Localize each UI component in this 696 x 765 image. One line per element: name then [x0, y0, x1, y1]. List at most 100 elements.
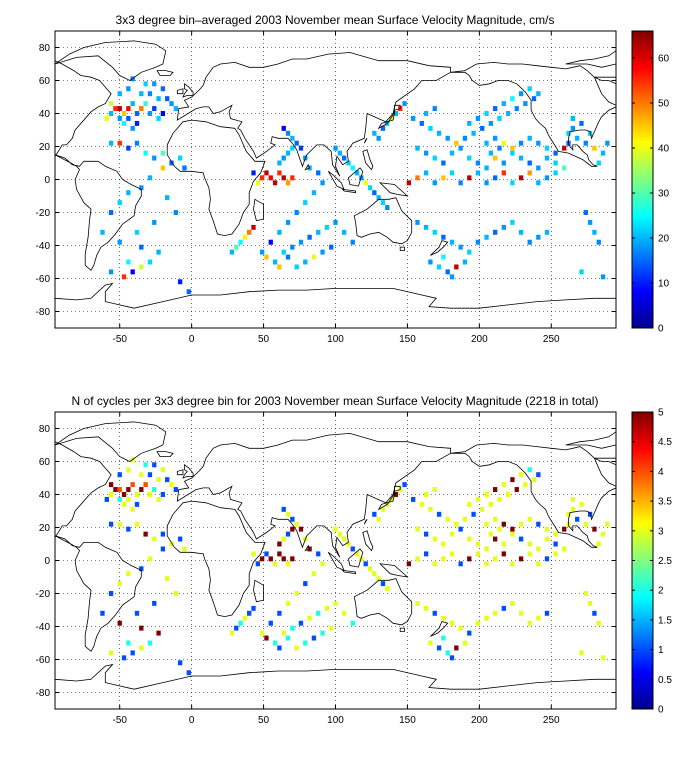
coastline-path [363, 519, 368, 525]
data-cell [510, 96, 515, 102]
data-cell [514, 487, 519, 493]
data-cell [518, 556, 524, 562]
data-cell [596, 620, 601, 626]
data-cell [139, 185, 144, 191]
data-cell [493, 610, 498, 616]
data-cell [156, 477, 161, 483]
data-cell [177, 660, 183, 666]
data-cell [527, 135, 532, 141]
data-cell [497, 115, 502, 121]
coastline-path [55, 421, 167, 462]
data-cell [445, 269, 450, 275]
data-cell [281, 249, 286, 255]
data-cell [553, 541, 558, 547]
data-cell [579, 650, 584, 656]
data-cell [130, 506, 135, 512]
data-cell [169, 541, 174, 547]
data-cell [579, 120, 584, 126]
data-cell [467, 536, 472, 542]
y-tick-label: -20 [36, 589, 51, 600]
coastline-path [378, 182, 409, 197]
data-cell [411, 496, 416, 502]
data-cell [510, 219, 515, 225]
data-cell [510, 526, 515, 532]
data-cell [436, 130, 442, 136]
y-axis-ticks: 80 60 40 20 0 -20 -40 -60 -80 [36, 43, 616, 318]
coastline-path [156, 451, 174, 457]
data-cell [592, 229, 597, 235]
y-tick-label: 20 [39, 523, 51, 534]
data-cell [311, 190, 317, 196]
data-cell [583, 591, 588, 596]
data-cell [454, 264, 459, 270]
data-cell [380, 581, 386, 587]
data-cell [480, 506, 485, 512]
coastline-path [399, 627, 405, 632]
data-cell [510, 600, 515, 606]
data-cell [393, 111, 399, 116]
coastline-path [565, 50, 616, 68]
data-cell [583, 521, 588, 527]
data-cell [139, 106, 144, 112]
data-cell [268, 175, 273, 181]
chart-title: N of cycles per 3x3 degree bin for 2003 … [72, 394, 599, 408]
data-cell [579, 269, 584, 275]
data-cell [411, 115, 416, 121]
data-cell [484, 140, 489, 146]
data-cell [126, 640, 131, 646]
data-cell [247, 229, 252, 235]
data-cell [229, 249, 235, 255]
data-cell [277, 541, 282, 547]
data-cell [423, 111, 429, 116]
data-cell [134, 111, 140, 116]
data-cell [462, 516, 468, 522]
y-tick-label: 40 [39, 490, 51, 501]
data-cell [501, 101, 506, 107]
data-cell [562, 546, 567, 552]
data-cell [428, 640, 433, 646]
data-cell [423, 170, 429, 176]
data-cell [458, 625, 463, 631]
data-cell [605, 140, 610, 146]
data-cell [277, 645, 282, 651]
data-cell [467, 120, 472, 126]
data-cell [592, 145, 597, 151]
chart-panel-cycles: N of cycles per 3x3 degree bin for 2003 … [36, 394, 673, 726]
data-cell [160, 546, 166, 552]
coastline-path [450, 442, 616, 548]
data-cell [570, 115, 576, 121]
data-cell [488, 150, 494, 156]
data-cell [367, 566, 373, 572]
data-cell [130, 482, 135, 488]
data-cell [510, 561, 515, 567]
data-cell [113, 487, 118, 493]
data-cell [432, 106, 437, 112]
data-cell [242, 234, 248, 240]
data-cell [285, 635, 291, 641]
data-cell [247, 610, 252, 616]
data-cell [583, 140, 588, 146]
coastline-path [362, 530, 374, 552]
data-cell [134, 501, 140, 507]
data-cell [587, 600, 593, 606]
y-tick-label: 80 [39, 43, 51, 54]
data-cell [251, 551, 256, 557]
data-cell [324, 224, 330, 230]
data-cell [467, 175, 472, 181]
colorbar-tick-label: 50 [658, 99, 670, 110]
data-cell [600, 150, 606, 156]
data-cell [587, 219, 593, 225]
data-cell [419, 120, 424, 126]
data-cell [160, 86, 166, 92]
data-cell [134, 120, 140, 126]
data-cell [441, 556, 446, 562]
data-cell [432, 561, 437, 567]
data-cell [108, 650, 114, 656]
data-cell [100, 229, 105, 235]
data-cell [527, 170, 532, 176]
colorbar-tick-label: 5 [658, 408, 664, 419]
y-tick-label: -20 [36, 208, 51, 219]
data-cell [281, 536, 286, 542]
data-cell [372, 511, 377, 517]
data-cell [186, 670, 191, 676]
